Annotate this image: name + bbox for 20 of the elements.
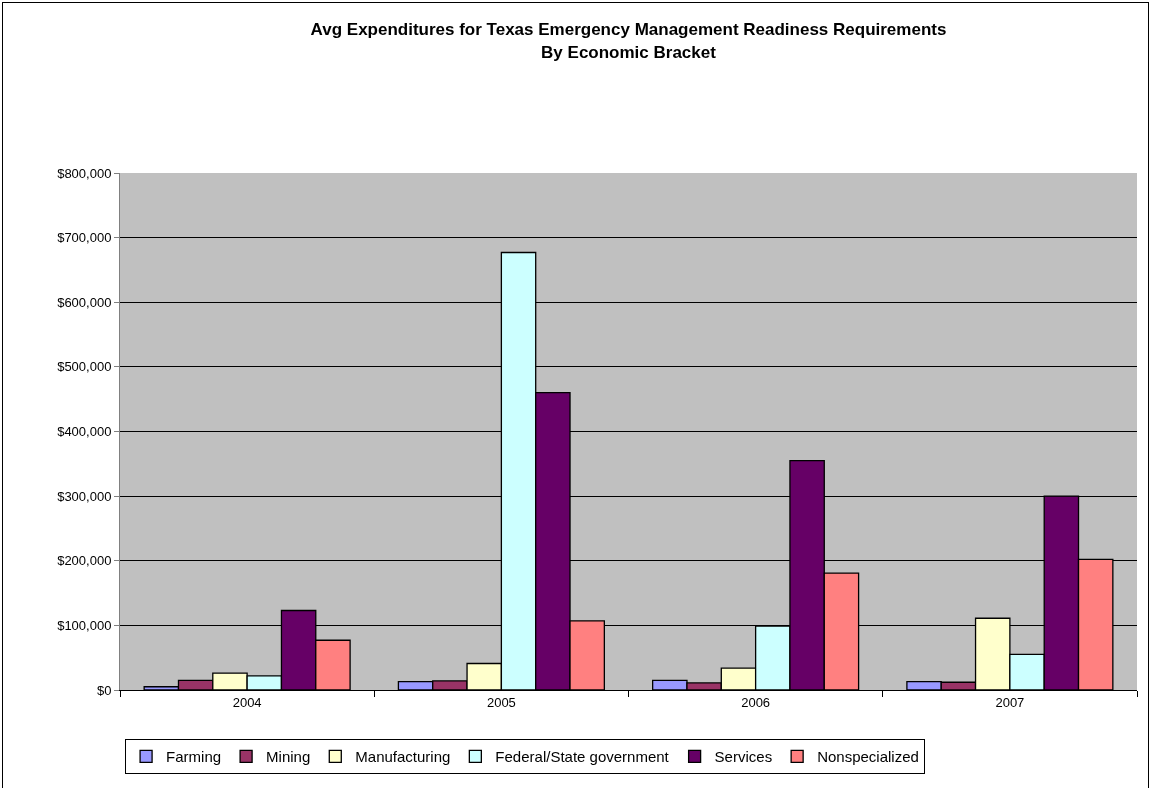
y-tick-label: $600,000: [57, 294, 112, 310]
legend-label: Federal/State government: [495, 748, 670, 766]
x-tick-label: 2005: [486, 694, 516, 710]
y-tick-label: $100,000: [57, 617, 112, 633]
y-tick-label: $400,000: [57, 424, 112, 440]
y-tick-label: $300,000: [57, 488, 112, 504]
y-tick-label: $500,000: [57, 359, 112, 375]
y-tick-label: $200,000: [57, 553, 112, 569]
x-tick-label: 2004: [232, 694, 262, 710]
legend-label: Mining: [266, 748, 311, 766]
y-tick-label: $800,000: [57, 165, 112, 181]
chart-title: Avg Expenditures for Texas Emergency Management Readiness Requirements By Economic Bracket: [310, 20, 947, 62]
legend-label: Farming: [166, 748, 222, 766]
legend-label: Nonspecialized: [817, 748, 919, 766]
x-tick-label: 2006: [741, 694, 771, 710]
legend-label: Manufacturing: [355, 748, 451, 766]
y-tick-label: $0: [96, 682, 112, 698]
x-tick-label: 2007: [995, 694, 1025, 710]
legend-label: Services: [714, 748, 773, 766]
y-tick-label: $700,000: [57, 230, 112, 246]
